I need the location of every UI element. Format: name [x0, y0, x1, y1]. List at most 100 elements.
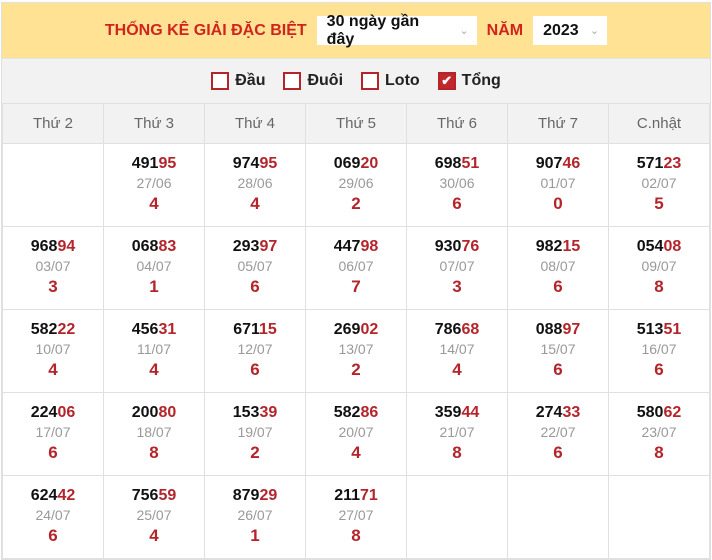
result-number: 58222	[3, 320, 103, 340]
column-header: Thứ 7	[507, 103, 609, 144]
table-cell	[608, 475, 710, 559]
number-head: 491	[131, 155, 159, 172]
table-cell: 98215 08/07 6	[507, 226, 609, 310]
result-sum: 4	[149, 526, 159, 545]
result-number: 20080	[104, 403, 204, 423]
header-bar: THỐNG KÊ GIẢI ĐẶC BIỆT 30 ngày gần đây ⌄…	[2, 3, 710, 58]
result-sum: 6	[250, 360, 260, 379]
checkbox-icon[interactable]	[211, 72, 230, 90]
filter-label: Loto	[385, 72, 420, 89]
filter-label: Tổng	[461, 72, 501, 89]
number-tail: 94	[57, 238, 76, 255]
number-tail: 23	[663, 155, 682, 172]
result-number: 87929	[205, 486, 305, 506]
result-date: 07/07	[439, 258, 475, 274]
page-title: THỐNG KÊ GIẢI ĐẶC BIỆT	[104, 21, 307, 39]
table-cell: 90746 01/07 0	[507, 143, 609, 227]
checkbox-icon[interactable]: ✔	[437, 72, 456, 90]
number-head: 211	[334, 487, 360, 504]
filter-tổng[interactable]: ✔ Tổng	[437, 72, 501, 90]
result-date: 03/07	[35, 258, 71, 274]
result-sum: 2	[250, 443, 260, 462]
result-number: 21171	[306, 486, 406, 506]
number-tail: 46	[562, 155, 581, 172]
number-tail: 68	[461, 321, 480, 338]
number-head: 274	[535, 404, 563, 421]
result-number: 78668	[407, 320, 507, 340]
result-date: 28/06	[237, 175, 273, 191]
number-head: 974	[232, 155, 260, 172]
result-sum: 8	[149, 443, 159, 462]
result-sum: 4	[149, 360, 159, 379]
table-cell: 45631 11/07 4	[103, 309, 205, 393]
result-date: 27/07	[338, 507, 374, 523]
column-header: Thứ 4	[204, 103, 306, 144]
number-head: 088	[535, 321, 563, 338]
number-tail: 71	[360, 487, 378, 504]
result-sum: 6	[553, 443, 563, 462]
result-date: 19/07	[237, 424, 273, 440]
number-head: 968	[30, 238, 58, 255]
table-cell	[507, 475, 609, 559]
result-number: 75659	[104, 486, 204, 506]
result-sum: 6	[553, 360, 563, 379]
number-tail: 42	[57, 487, 76, 504]
result-date: 10/07	[35, 341, 71, 357]
number-tail: 83	[158, 238, 177, 255]
year-select-value: 2023	[543, 21, 579, 39]
table-cell: 96894 03/07 3	[2, 226, 104, 310]
column-header: Thứ 6	[406, 103, 508, 144]
table-cell: 20080 18/07 8	[103, 392, 205, 476]
result-date: 11/07	[137, 341, 171, 357]
number-head: 456	[131, 321, 159, 338]
number-head: 513	[636, 321, 664, 338]
result-sum: 1	[250, 526, 260, 545]
result-sum: 6	[452, 194, 462, 213]
filter-loto[interactable]: Loto	[361, 72, 420, 90]
result-date: 16/07	[641, 341, 677, 357]
result-sum: 6	[48, 443, 58, 462]
number-tail: 15	[562, 238, 581, 255]
result-date: 24/07	[35, 507, 71, 523]
result-number: 29397	[205, 237, 305, 257]
checkbox-icon[interactable]	[283, 72, 302, 90]
filter-đầu[interactable]: Đầu	[211, 72, 265, 90]
result-number: 45631	[104, 320, 204, 340]
table-cell: 97495 28/06 4	[204, 143, 306, 227]
number-tail: 51	[461, 155, 480, 172]
result-date: 15/07	[540, 341, 576, 357]
result-sum: 4	[48, 360, 58, 379]
result-date: 06/07	[338, 258, 374, 274]
results-table: Thứ 2 Thứ 3 Thứ 4 Thứ 5 Thứ 6 Thứ 7 C.nhật 491…	[2, 103, 710, 559]
filter-label: Đuôi	[307, 72, 344, 89]
number-tail: 44	[461, 404, 480, 421]
number-head: 580	[636, 404, 664, 421]
table-cell: 27433 22/07 6	[507, 392, 609, 476]
result-number: 57123	[609, 154, 709, 174]
number-head: 582	[333, 404, 361, 421]
result-number: 58062	[609, 403, 709, 423]
number-tail: 76	[461, 238, 480, 255]
result-date: 30/06	[439, 175, 475, 191]
table-cell: 15339 19/07 2	[204, 392, 306, 476]
table-cell: 44798 06/07 7	[305, 226, 407, 310]
number-head: 698	[434, 155, 462, 172]
result-sum: 8	[351, 526, 361, 545]
checkbox-icon[interactable]	[361, 72, 380, 90]
table-cell: 87929 26/07 1	[204, 475, 306, 559]
result-sum: 3	[48, 277, 58, 296]
result-sum: 4	[452, 360, 462, 379]
filter-đuôi[interactable]: Đuôi	[283, 72, 343, 90]
number-tail: 51	[663, 321, 682, 338]
result-number: 15339	[205, 403, 305, 423]
number-tail: 97	[259, 238, 278, 255]
chevron-down-icon: ⌄	[459, 25, 469, 37]
table-cell: 35944 21/07 8	[406, 392, 508, 476]
result-date: 04/07	[136, 258, 172, 274]
number-tail: 02	[360, 321, 379, 338]
table-row: 96894 03/07 3 06883 04/07 1 29397 05/07 6 44798 06…	[2, 226, 710, 310]
result-number: 35944	[407, 403, 507, 423]
range-select[interactable]: 30 ngày gần đây ⌄	[316, 13, 477, 48]
result-date: 27/06	[136, 175, 172, 191]
year-select[interactable]: 2023 ⌄	[533, 16, 608, 45]
